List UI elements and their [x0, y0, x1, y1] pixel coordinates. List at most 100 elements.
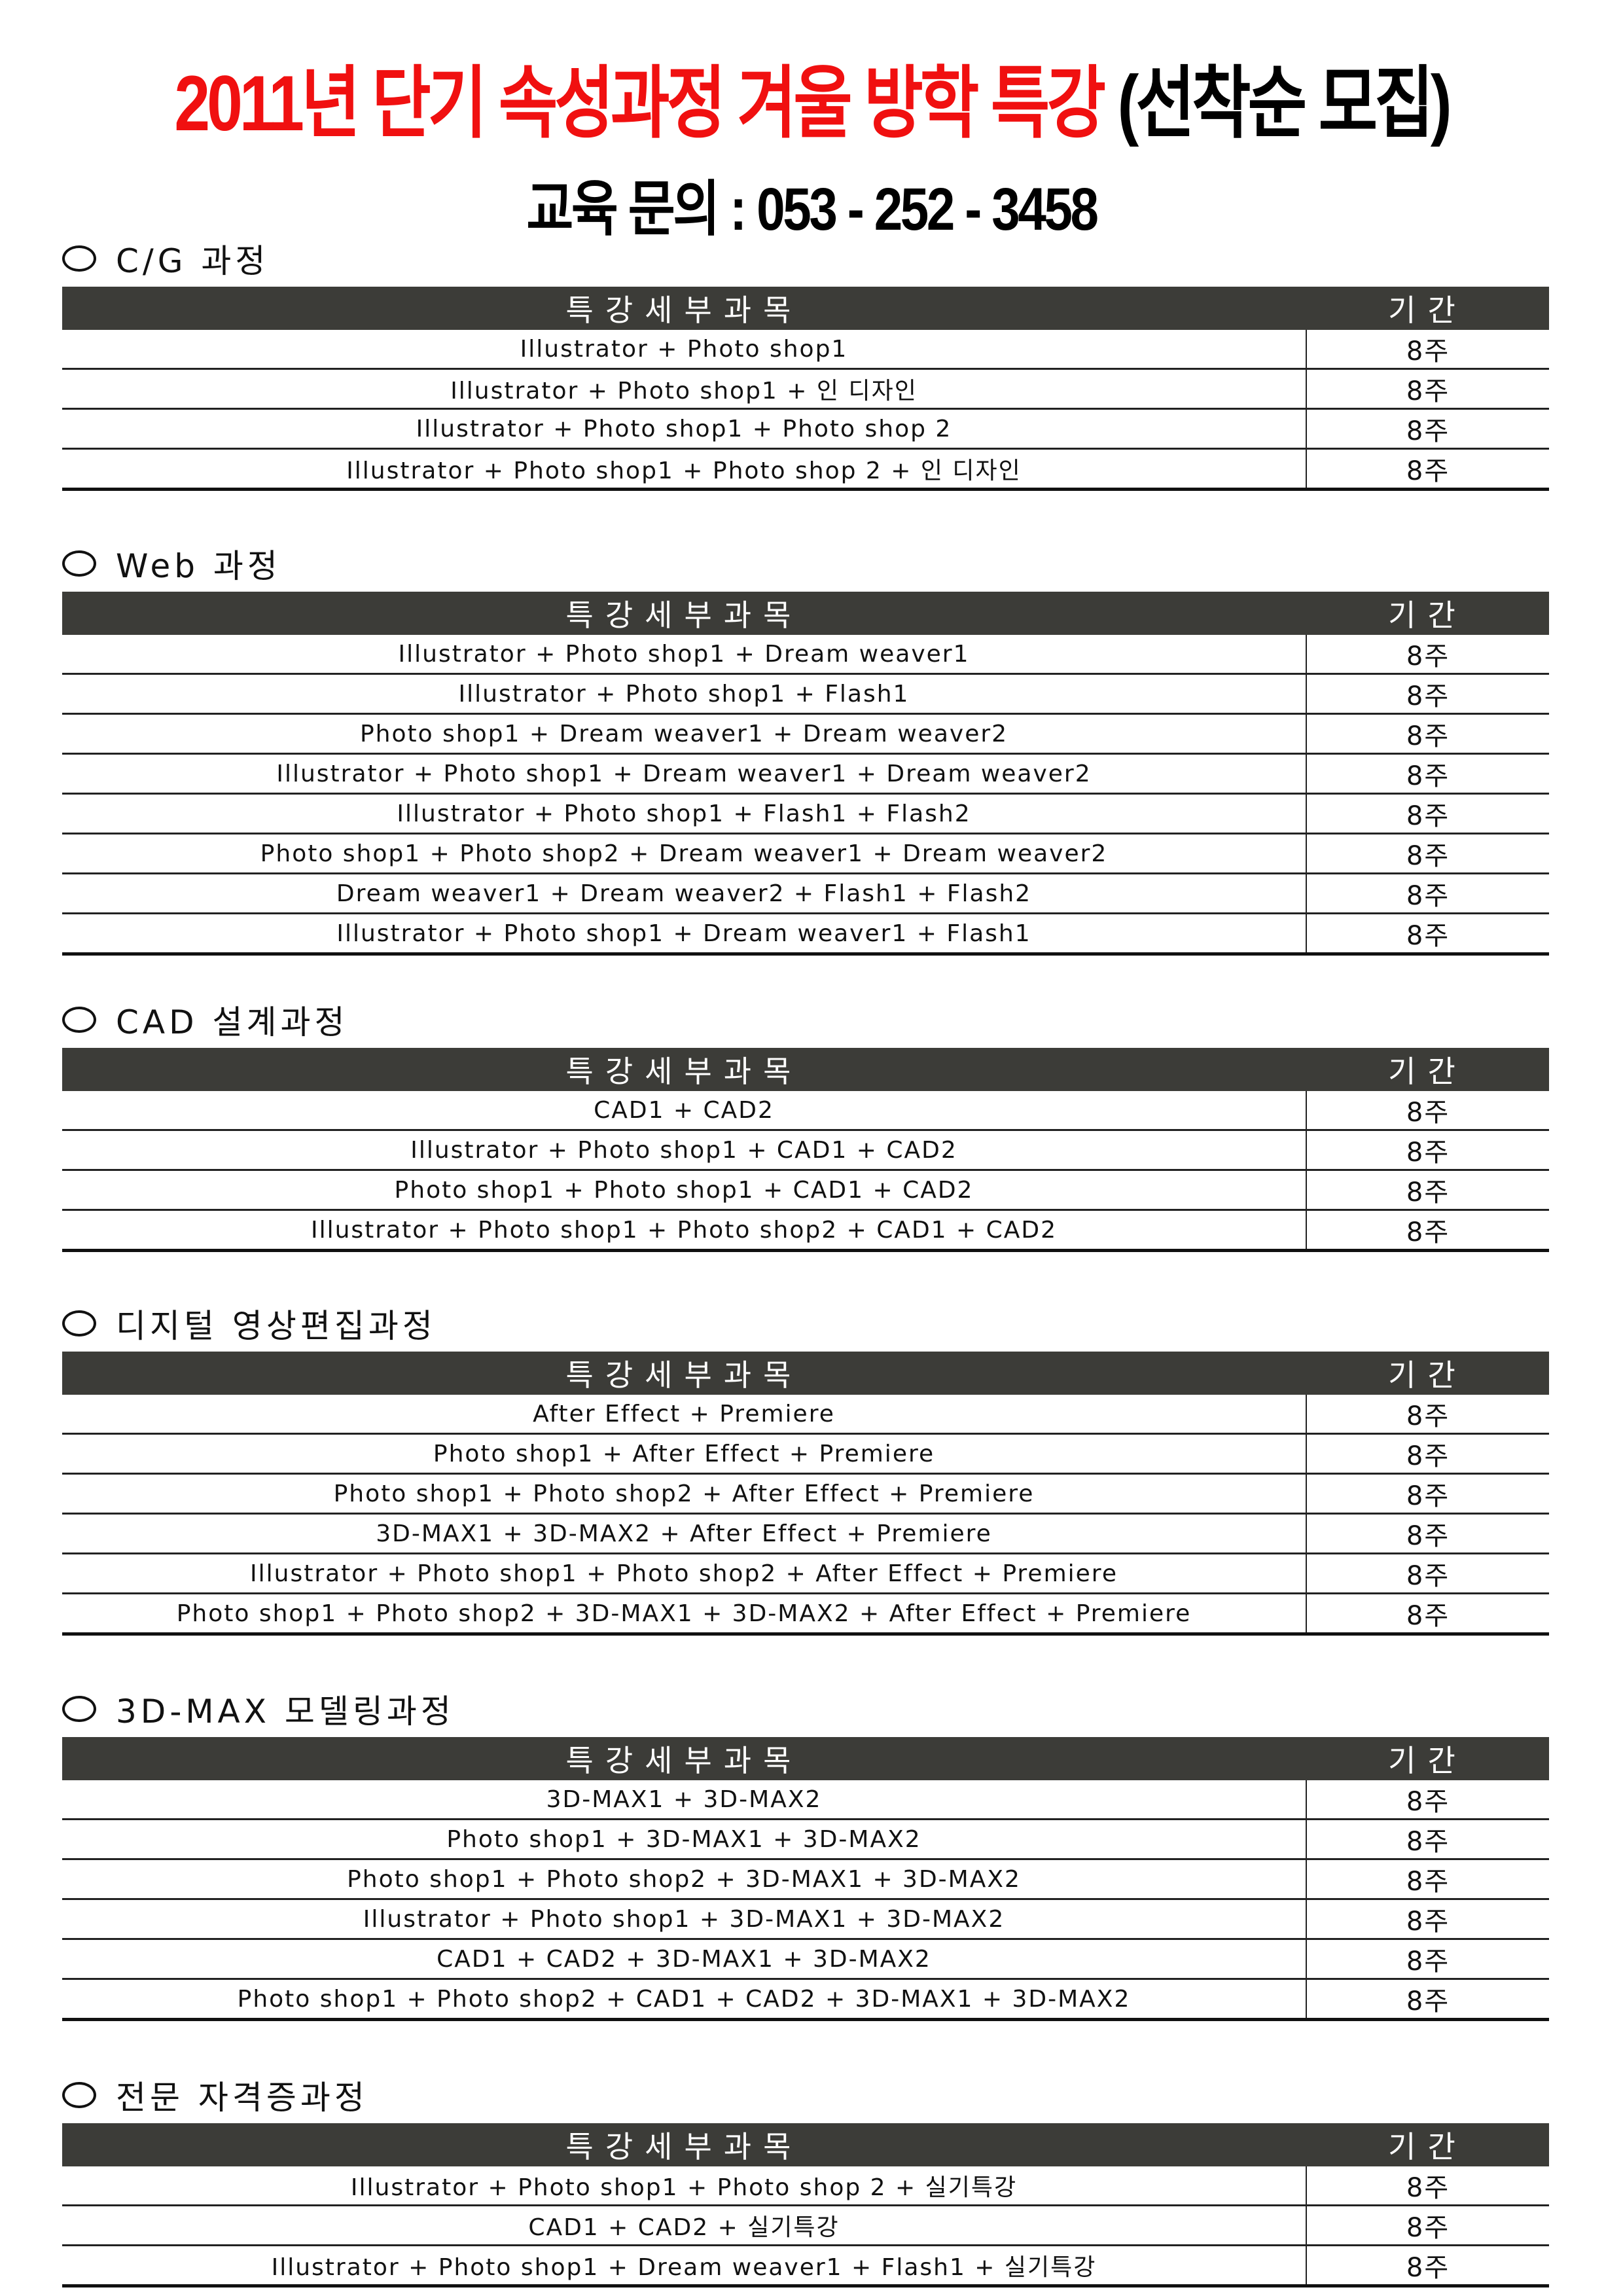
course-duration: 8주: [1306, 1395, 1549, 1435]
course-subject: Illustrator + Photo shop1 + CAD1 + CAD2: [62, 1130, 1306, 1171]
course-duration: 8주: [1306, 1210, 1549, 1252]
table-row: Illustrator + Photo shop1 + Flash1 8주: [62, 673, 1549, 715]
circle-bullet-icon: [62, 1696, 96, 1722]
course-duration: 8주: [1306, 1170, 1549, 1211]
table-row: Photo shop1 + Photo shop2 + 3D-MAX1 + 3D…: [62, 1859, 1549, 1900]
table-row: Photo shop1 + After Effect + Premiere 8주: [62, 1433, 1549, 1475]
section-title: Web 과정: [116, 547, 281, 585]
course-duration: 8주: [1306, 1979, 1549, 2021]
section-title: CAD 설계과정: [116, 1003, 349, 1041]
table-row: Illustrator + Photo shop1 + Dream weaver…: [62, 635, 1549, 675]
course-duration: 8주: [1306, 2205, 1549, 2246]
table-header: 특강세부과목 기간: [62, 287, 1549, 330]
course-section: Web 과정 특강세부과목 기간 Illustrator + Photo sho…: [62, 541, 1549, 956]
table-row: Illustrator + Photo shop1 + Photo shop 2…: [62, 2166, 1549, 2206]
course-subject: Dream weaver1 + Dream weaver2 + Flash1 +…: [62, 873, 1306, 914]
circle-bullet-icon: [62, 1310, 96, 1336]
course-subject: Photo shop1 + After Effect + Premiere: [62, 1433, 1306, 1475]
table-row: Photo shop1 + Photo shop2 + After Effect…: [62, 1473, 1549, 1515]
course-section: 전문 자격증과정 특강세부과목 기간 Illustrator + Photo s…: [62, 2072, 1549, 2287]
table-row: Photo shop1 + Photo shop2 + 3D-MAX1 + 3D…: [62, 1593, 1549, 1636]
course-duration: 8주: [1306, 913, 1549, 956]
table-row: Photo shop1 + Photo shop1 + CAD1 + CAD2 …: [62, 1170, 1549, 1211]
section-title: C/G 과정: [116, 242, 270, 280]
course-table: 특강세부과목 기간 CAD1 + CAD2 8주 Illustrator + P…: [62, 1048, 1549, 1252]
course-subject: Photo shop1 + Photo shop2 + 3D-MAX1 + 3D…: [62, 1859, 1306, 1900]
course-subject: After Effect + Premiere: [62, 1395, 1306, 1435]
table-row: Illustrator + Photo shop1 + Photo shop 2…: [62, 408, 1549, 450]
course-section: 디지털 영상편집과정 특강세부과목 기간 After Effect + Prem…: [62, 1300, 1549, 1636]
course-subject: Illustrator + Photo shop1 + 인 디자인: [62, 368, 1306, 410]
section-heading: Web 과정: [62, 541, 1549, 586]
header-duration: 기간: [1306, 287, 1549, 330]
title-main: 2011년 단기 속성과정 겨울 방학 특강: [174, 60, 1106, 147]
table-row: Illustrator + Photo shop1 8주: [62, 330, 1549, 370]
header-duration: 기간: [1306, 1737, 1549, 1780]
course-subject: Illustrator + Photo shop1 + Dream weaver…: [62, 2245, 1306, 2287]
course-subject: CAD1 + CAD2 + 실기특강: [62, 2205, 1306, 2246]
course-subject: Illustrator + Photo shop1 + Flash1 + Fla…: [62, 793, 1306, 834]
section-heading: 전문 자격증과정: [62, 2072, 1549, 2118]
course-subject: Photo shop1 + Photo shop1 + CAD1 + CAD2: [62, 1170, 1306, 1211]
table-row: CAD1 + CAD2 8주: [62, 1091, 1549, 1131]
course-subject: Photo shop1 + Photo shop2 + Dream weaver…: [62, 833, 1306, 874]
course-subject: Illustrator + Photo shop1 + Photo shop 2…: [62, 2166, 1306, 2206]
course-table: 특강세부과목 기간 Illustrator + Photo shop1 + Dr…: [62, 592, 1549, 956]
table-header: 특강세부과목 기간: [62, 2123, 1549, 2166]
course-subject: Photo shop1 + Photo shop2 + CAD1 + CAD2 …: [62, 1979, 1306, 2021]
table-row: Photo shop1 + Photo shop2 + Dream weaver…: [62, 833, 1549, 874]
section-title: 3D-MAX 모델링과정: [116, 1693, 455, 1731]
table-row: CAD1 + CAD2 + 실기특강 8주: [62, 2205, 1549, 2246]
table-row: Illustrator + Photo shop1 + 인 디자인 8주: [62, 368, 1549, 410]
course-duration: 8주: [1306, 753, 1549, 795]
course-subject: Photo shop1 + Photo shop2 + After Effect…: [62, 1473, 1306, 1515]
course-subject: Illustrator + Photo shop1 + Flash1: [62, 673, 1306, 715]
course-duration: 8주: [1306, 1553, 1549, 1594]
course-duration: 8주: [1306, 1130, 1549, 1171]
section-heading: 디지털 영상편집과정: [62, 1300, 1549, 1346]
course-subject: Illustrator + Photo shop1: [62, 330, 1306, 370]
course-duration: 8주: [1306, 1593, 1549, 1636]
table-row: 3D-MAX1 + 3D-MAX2 8주: [62, 1780, 1549, 1820]
course-table: 특강세부과목 기간 3D-MAX1 + 3D-MAX2 8주 Photo sho…: [62, 1737, 1549, 2021]
course-subject: Illustrator + Photo shop1 + Photo shop2 …: [62, 1553, 1306, 1594]
course-duration: 8주: [1306, 1819, 1549, 1860]
course-duration: 8주: [1306, 713, 1549, 755]
course-duration: 8주: [1306, 1091, 1549, 1131]
contact-phone: 교육 문의 : 053 - 252 - 3458: [526, 176, 1099, 243]
header-subject: 특강세부과목: [62, 287, 1306, 330]
course-subject: Illustrator + Photo shop1 + Dream weaver…: [62, 635, 1306, 675]
course-subject: 3D-MAX1 + 3D-MAX2: [62, 1780, 1306, 1820]
table-row: Photo shop1 + 3D-MAX1 + 3D-MAX2 8주: [62, 1819, 1549, 1860]
header-duration: 기간: [1306, 592, 1549, 635]
table-row: Illustrator + Photo shop1 + Flash1 + Fla…: [62, 793, 1549, 834]
course-section: C/G 과정 특강세부과목 기간 Illustrator + Photo sho…: [62, 236, 1549, 491]
course-table: 특강세부과목 기간 Illustrator + Photo shop1 + Ph…: [62, 2123, 1549, 2287]
circle-bullet-icon: [62, 245, 96, 272]
course-subject: Photo shop1 + 3D-MAX1 + 3D-MAX2: [62, 1819, 1306, 1860]
section-title: 전문 자격증과정: [116, 2079, 368, 2117]
course-duration: 8주: [1306, 1433, 1549, 1475]
course-duration: 8주: [1306, 833, 1549, 874]
course-subject: Photo shop1 + Photo shop2 + 3D-MAX1 + 3D…: [62, 1593, 1306, 1636]
page-title: 2011년 단기 속성과정 겨울 방학 특강 (선착순 모집): [146, 39, 1477, 153]
header-duration: 기간: [1306, 1048, 1549, 1091]
section-heading: 3D-MAX 모델링과정: [62, 1686, 1549, 1732]
course-duration: 8주: [1306, 330, 1549, 370]
course-duration: 8주: [1306, 635, 1549, 675]
table-row: Photo shop1 + Photo shop2 + CAD1 + CAD2 …: [62, 1979, 1549, 2021]
table-row: 3D-MAX1 + 3D-MAX2 + After Effect + Premi…: [62, 1513, 1549, 1554]
course-duration: 8주: [1306, 1939, 1549, 1980]
course-duration: 8주: [1306, 1513, 1549, 1554]
table-row: Dream weaver1 + Dream weaver2 + Flash1 +…: [62, 873, 1549, 914]
table-row: Illustrator + Photo shop1 + 3D-MAX1 + 3D…: [62, 1899, 1549, 1940]
circle-bullet-icon: [62, 2082, 96, 2108]
course-duration: 8주: [1306, 408, 1549, 450]
course-section: CAD 설계과정 특강세부과목 기간 CAD1 + CAD2 8주 Illust…: [62, 997, 1549, 1252]
course-subject: Illustrator + Photo shop1 + Photo shop2 …: [62, 1210, 1306, 1252]
header-duration: 기간: [1306, 2123, 1549, 2166]
table-row: Illustrator + Photo shop1 + Photo shop2 …: [62, 1553, 1549, 1594]
header-subject: 특강세부과목: [62, 1352, 1306, 1395]
table-header: 특강세부과목 기간: [62, 1352, 1549, 1395]
table-row: Illustrator + Photo shop1 + CAD1 + CAD2 …: [62, 1130, 1549, 1171]
